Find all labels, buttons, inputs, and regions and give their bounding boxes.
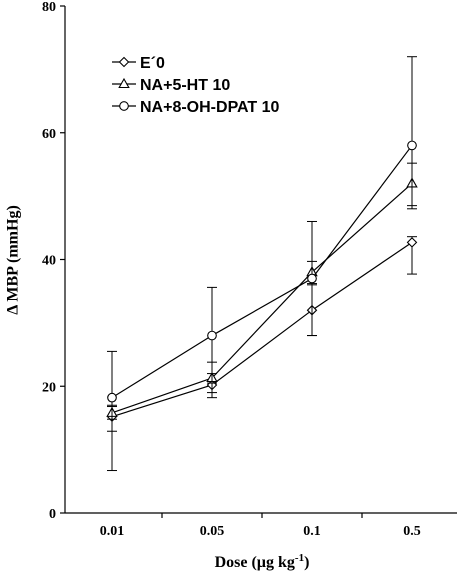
x-tick-label-0: 0.01 <box>100 524 125 539</box>
legend: E´0 NA+5-HT 10 NA+8-OH-DPAT 10 <box>112 55 280 116</box>
y-tick-label-3: 60 <box>42 127 56 142</box>
x-axis-title-end: ) <box>304 554 309 571</box>
point-circle-3 <box>407 140 417 151</box>
point-circle-0 <box>107 392 117 403</box>
x-tick-label-2: 0.1 <box>303 524 321 539</box>
y-axis-title: Δ MBP (mmHg) <box>5 205 22 315</box>
legend-marker-circle <box>119 101 129 111</box>
series-diamond <box>106 236 418 432</box>
point-circle-2 <box>307 273 317 284</box>
x-axis-title-superscript: -1 <box>295 552 304 564</box>
x-tick-label-3: 0.5 <box>403 524 421 539</box>
legend-marker-diamond <box>118 56 130 68</box>
y-tick-label-0: 0 <box>49 507 56 522</box>
point-diamond-3 <box>406 237 418 248</box>
y-tick-label-2: 40 <box>42 254 56 269</box>
y-tick-label-4: 80 <box>42 0 56 15</box>
series-line-diamond <box>111 241 413 418</box>
x-axis-title-main: Dose (µg kg <box>215 554 295 571</box>
series-circle <box>107 56 417 472</box>
x-ticks: 0.01 0.05 0.1 0.5 <box>100 513 421 539</box>
legend-label-triangle: NA+5-HT 10 <box>140 77 230 94</box>
series-line-circle <box>111 145 413 399</box>
point-circle-1 <box>207 330 217 341</box>
series-group <box>106 56 418 472</box>
series-line-triangle <box>111 183 413 414</box>
legend-label-circle: NA+8-OH-DPAT 10 <box>140 99 280 116</box>
x-tick-label-1: 0.05 <box>200 524 225 539</box>
x-axis-title: Dose (µg kg-1) <box>215 552 310 571</box>
y-ticks: 0 20 40 60 80 <box>42 0 65 522</box>
legend-label-diamond: E´0 <box>140 55 165 72</box>
y-tick-label-1: 20 <box>42 380 56 395</box>
legend-marker-triangle <box>118 77 130 89</box>
